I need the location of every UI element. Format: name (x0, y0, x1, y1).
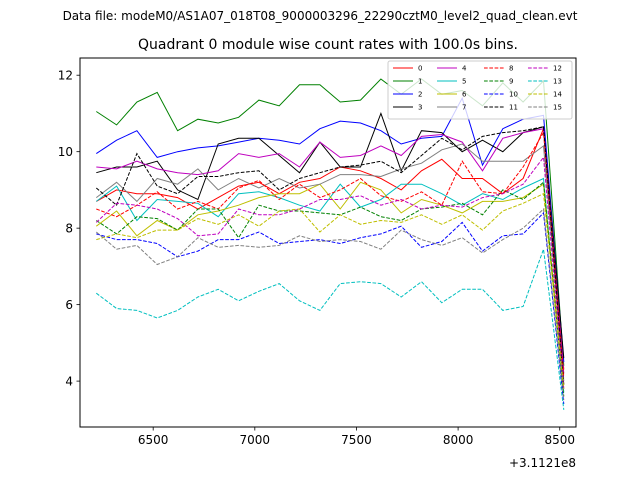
legend-box (387, 60, 573, 120)
chart-title: Quadrant 0 module wise count rates with … (138, 37, 518, 53)
y-tick-label: 12 (58, 69, 73, 83)
x-ticks: 6500 7000 7500 8000 8500 (138, 427, 575, 447)
series-layer (95, 78, 565, 410)
series-line-10 (96, 211, 565, 405)
x-tick-label: 8000 (443, 433, 474, 447)
series-line-11 (95, 126, 565, 385)
series-line-5 (95, 177, 565, 393)
legend-label-12: 12 (553, 65, 562, 73)
legend-label-10: 10 (509, 91, 518, 99)
series-line-2 (96, 96, 565, 363)
series-line-3 (96, 111, 565, 359)
y-ticks: 4 6 8 10 12 (58, 69, 80, 389)
legend-label-15: 15 (553, 104, 562, 112)
legend-label-1: 1 (418, 78, 422, 86)
series-line-9 (96, 181, 565, 397)
y-tick-label: 4 (65, 375, 73, 389)
series-line-4 (96, 128, 565, 374)
legend-label-13: 13 (553, 78, 562, 86)
legend-label-4: 4 (462, 65, 467, 73)
series-line-14 (96, 192, 565, 389)
series-line-15 (95, 207, 565, 401)
y-tick-label: 6 (65, 298, 73, 312)
series-line-6 (96, 181, 565, 385)
y-tick-label: 8 (65, 222, 73, 236)
y-tick-label: 10 (58, 145, 73, 159)
legend-label-11: 11 (509, 104, 518, 112)
legend-label-2: 2 (418, 91, 422, 99)
series-line-0 (96, 128, 565, 370)
legend-label-3: 3 (418, 104, 422, 112)
legend-label-14: 14 (553, 91, 562, 99)
x-offset-label: +3.1121e8 (509, 456, 576, 470)
legend-label-8: 8 (509, 65, 513, 73)
legend-label-5: 5 (462, 78, 466, 86)
series-line-8 (96, 130, 565, 378)
x-tick-label: 8500 (544, 433, 575, 447)
x-tick-label: 6500 (138, 433, 169, 447)
legend-label-0: 0 (418, 65, 422, 73)
suptitle: Data file: modeM0/AS1A07_018T08_90000032… (63, 9, 578, 23)
legend-label-7: 7 (462, 104, 466, 112)
x-tick-label: 7000 (240, 433, 271, 447)
series-line-7 (95, 143, 565, 382)
series-line-13 (95, 249, 565, 410)
legend-label-9: 9 (509, 78, 513, 86)
legend-label-6: 6 (462, 91, 467, 99)
plot-frame (79, 57, 577, 428)
series-line-1 (96, 78, 565, 366)
x-tick-label: 7500 (341, 433, 372, 447)
series-line-12 (95, 156, 565, 389)
